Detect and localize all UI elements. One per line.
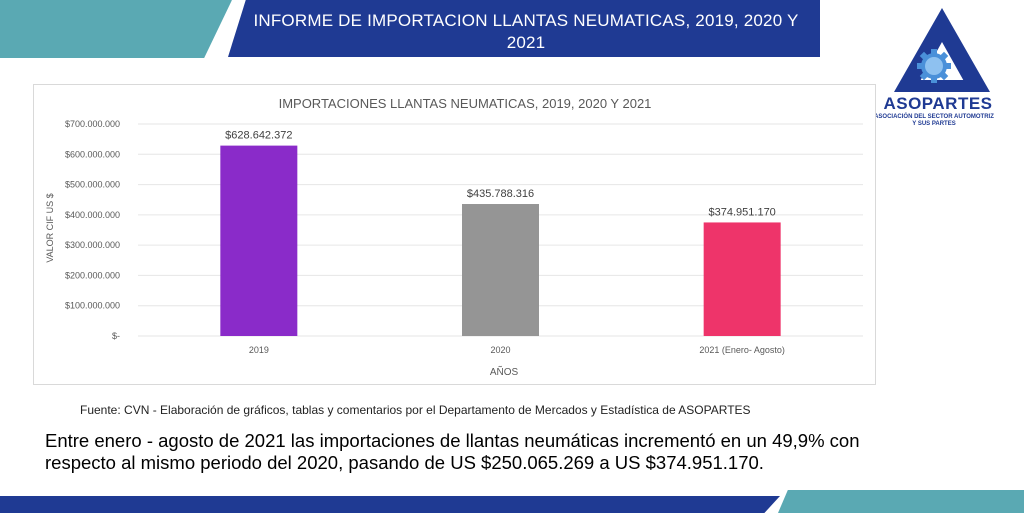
y-tick-label: $300.000.000	[65, 240, 120, 250]
bar	[462, 204, 539, 336]
source-note: Fuente: CVN - Elaboración de gráficos, t…	[80, 403, 751, 417]
gear-icon	[917, 49, 951, 83]
header-teal-band	[0, 0, 232, 58]
y-tick-label: $-	[112, 331, 120, 341]
y-tick-label: $500.000.000	[65, 180, 120, 190]
data-label: $435.788.316	[467, 188, 534, 200]
bar	[703, 222, 781, 336]
y-axis-ticks: $- $100.000.000 $200.000.000 $300.000.000 $4…	[65, 119, 120, 341]
bar	[220, 145, 298, 336]
data-label: $374.951.170	[709, 206, 776, 218]
header-navy-banner	[228, 0, 820, 57]
footer-navy-band	[0, 496, 780, 513]
y-axis-label: VALOR CIF US $	[45, 193, 55, 262]
page-title-line2: 2021	[506, 33, 546, 52]
data-label: $628.642.372	[225, 130, 292, 142]
x-tick-label: 2020	[490, 345, 510, 355]
x-tick-label: 2019	[249, 345, 269, 355]
page-title-line1: INFORME DE IMPORTACION LLANTAS NEUMATICA…	[253, 11, 799, 30]
x-tick-label: 2021 (Enero- Agosto)	[699, 345, 785, 355]
footer-teal-band	[778, 490, 1024, 513]
y-tick-label: $400.000.000	[65, 210, 120, 220]
chart-title: IMPORTACIONES LLANTAS NEUMATICAS, 2019, …	[279, 96, 652, 111]
y-tick-label: $700.000.000	[65, 119, 120, 129]
logo-triangle-icon	[894, 8, 990, 92]
x-axis-ticks: 2019 2020 2021 (Enero- Agosto)	[249, 345, 785, 355]
asopartes-logo	[894, 8, 990, 92]
y-tick-label: $200.000.000	[65, 270, 120, 280]
y-tick-label: $100.000.000	[65, 301, 120, 311]
y-tick-label: $600.000.000	[65, 149, 120, 159]
summary-line1: Entre enero - agosto de 2021 las importa…	[45, 430, 860, 451]
summary-text: Entre enero - agosto de 2021 las importa…	[45, 430, 1005, 474]
logo-subtitle-line2: Y SUS PARTES	[912, 121, 956, 127]
x-axis-label: AÑOS	[490, 365, 519, 378]
bar-chart: IMPORTACIONES LLANTAS NEUMATICAS, 2019, …	[45, 96, 863, 378]
logo-base-icon	[900, 80, 984, 92]
chart-bars: $628.642.372 $435.788.316 $374.951.170	[220, 130, 781, 336]
logo-name: ASOPARTES	[883, 94, 993, 113]
summary-line2: respecto al mismo periodo del 2020, pasa…	[45, 452, 764, 473]
logo-subtitle-line1: ASOCIACIÓN DEL SECTOR AUTOMOTRIZ	[874, 114, 994, 120]
page-title: INFORME DE IMPORTACION LLANTAS NEUMATICA…	[236, 10, 816, 54]
logo-subtitle: ASOCIACIÓN DEL SECTOR AUTOMOTRIZ Y SUS P…	[874, 114, 994, 128]
